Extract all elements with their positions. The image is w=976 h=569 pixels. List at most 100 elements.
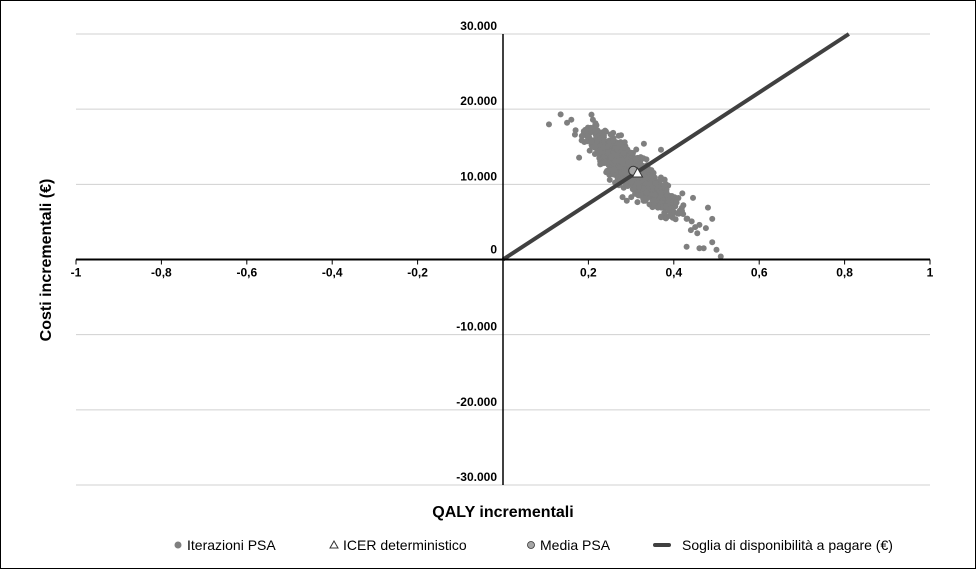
x-tick-label: -1: [71, 266, 82, 280]
x-tick-label: 0,2: [580, 266, 597, 280]
psa-iteration-point: [675, 210, 682, 217]
psa-iteration-point: [632, 156, 639, 163]
x-tick-label: -0,4: [322, 266, 343, 280]
legend-item: Media PSA: [527, 537, 611, 553]
psa-iteration-point: [649, 172, 656, 179]
x-tick-label: -0,8: [151, 266, 172, 280]
psa-iteration-point: [717, 253, 724, 260]
psa-iteration-point: [628, 178, 635, 185]
y-tick-label: 30.000: [460, 19, 497, 33]
psa-iteration-point: [588, 138, 595, 145]
psa-iteration-point: [702, 225, 709, 232]
psa-iteration-point: [666, 207, 673, 214]
psa-iteration-point: [696, 245, 703, 252]
psa-iteration-point: [616, 141, 623, 148]
psa-iteration-point: [592, 144, 599, 151]
psa-iteration-point: [600, 132, 607, 139]
y-axis-title: Costi incrementali (€): [38, 179, 55, 342]
y-tick-label: -20.000: [456, 395, 497, 409]
psa-iteration-point: [651, 191, 658, 198]
psa-iteration-point: [643, 189, 650, 196]
x-axis-title: QALY incrementali: [432, 504, 573, 521]
legend-label: Iterazioni PSA: [187, 537, 276, 553]
y-tick-label: -10.000: [456, 320, 497, 334]
psa-iteration-point: [657, 213, 664, 220]
psa-iteration-point: [690, 194, 697, 201]
psa-iteration-point: [700, 245, 707, 252]
psa-iteration-point: [623, 197, 630, 204]
psa-iteration-point: [578, 132, 585, 139]
psa-iteration-point: [600, 144, 607, 151]
psa-iteration-point: [606, 176, 613, 183]
psa-iteration-point: [666, 212, 673, 219]
psa-iteration-point: [619, 194, 626, 201]
psa-iteration-point: [657, 146, 664, 153]
x-tick-label: 1: [927, 266, 934, 280]
psa-iteration-point: [683, 215, 690, 222]
psa-iteration-point: [709, 239, 716, 246]
psa-iteration-point: [589, 116, 596, 123]
psa-iteration-point: [620, 150, 627, 157]
x-tick-label: 0,6: [751, 266, 768, 280]
psa-iteration-point: [578, 137, 585, 144]
psa-iteration-point: [640, 170, 647, 177]
psa-iteration-point: [564, 119, 571, 126]
psa-iteration-point: [588, 111, 595, 118]
psa-iteration-point: [652, 180, 659, 187]
psa-iteration-point: [662, 203, 669, 210]
psa-iteration-point: [615, 157, 622, 164]
psa-iteration-point: [640, 140, 647, 147]
legend-label: Soglia di disponibilità a pagare (€): [682, 537, 893, 553]
psa-iteration-point: [594, 137, 601, 144]
psa-iteration-point: [601, 158, 608, 165]
psa-iteration-point: [613, 152, 620, 159]
psa-iteration-point: [651, 197, 658, 204]
psa-iteration-point: [683, 243, 690, 250]
psa-iteration-point: [640, 155, 647, 162]
y-tick-label: 10.000: [460, 169, 497, 183]
legend-triangle-icon: [329, 539, 339, 549]
x-tick-label: -0,2: [407, 266, 428, 280]
psa-iteration-point: [571, 131, 578, 138]
psa-iteration-point: [557, 111, 564, 118]
x-tick-label: 0,4: [665, 266, 682, 280]
psa-iteration-point: [615, 132, 622, 139]
y-tick-label: -30.000: [456, 470, 497, 484]
psa-iteration-point: [607, 131, 614, 138]
legend-dot-icon: [174, 541, 182, 549]
psa-iteration-point: [583, 127, 590, 134]
x-tick-label: -0,6: [236, 266, 257, 280]
psa-iteration-point: [663, 189, 670, 196]
psa-iteration-point: [679, 190, 686, 197]
legend-label: Media PSA: [540, 537, 611, 553]
psa-iteration-point: [654, 204, 661, 211]
legend-circle-icon: [527, 541, 535, 549]
y-tick-label: 20.000: [460, 94, 497, 108]
legend-item: Iterazioni PSA: [174, 537, 276, 553]
psa-iteration-point: [572, 127, 579, 134]
legend: Iterazioni PSA ICER deterministico Media P…: [174, 537, 893, 553]
psa-iteration-point: [628, 194, 635, 201]
psa-iteration-point: [576, 154, 583, 161]
psa-iteration-point: [627, 149, 634, 156]
psa-iteration-point: [610, 137, 617, 144]
psa-iteration-point: [604, 148, 611, 155]
psa-iteration-point: [704, 204, 711, 211]
x-tick-label: 0,8: [836, 266, 853, 280]
psa-iteration-point: [688, 218, 695, 225]
psa-iteration-point: [661, 209, 668, 216]
psa-iteration-point: [687, 227, 694, 234]
psa-iteration-point: [621, 170, 628, 177]
psa-iteration-point: [600, 136, 607, 143]
psa-iteration-point: [597, 161, 604, 168]
psa-iteration-point: [696, 221, 703, 228]
psa-iteration-point: [635, 184, 642, 191]
y-tick-label: 0: [490, 243, 497, 257]
psa-iteration-point: [545, 121, 552, 128]
psa-iteration-point: [602, 127, 609, 134]
wtp-threshold-line: [501, 32, 850, 262]
psa-iteration-point: [637, 192, 644, 199]
legend-item: Soglia di disponibilità a pagare (€): [653, 537, 893, 553]
psa-iteration-point: [647, 180, 654, 187]
